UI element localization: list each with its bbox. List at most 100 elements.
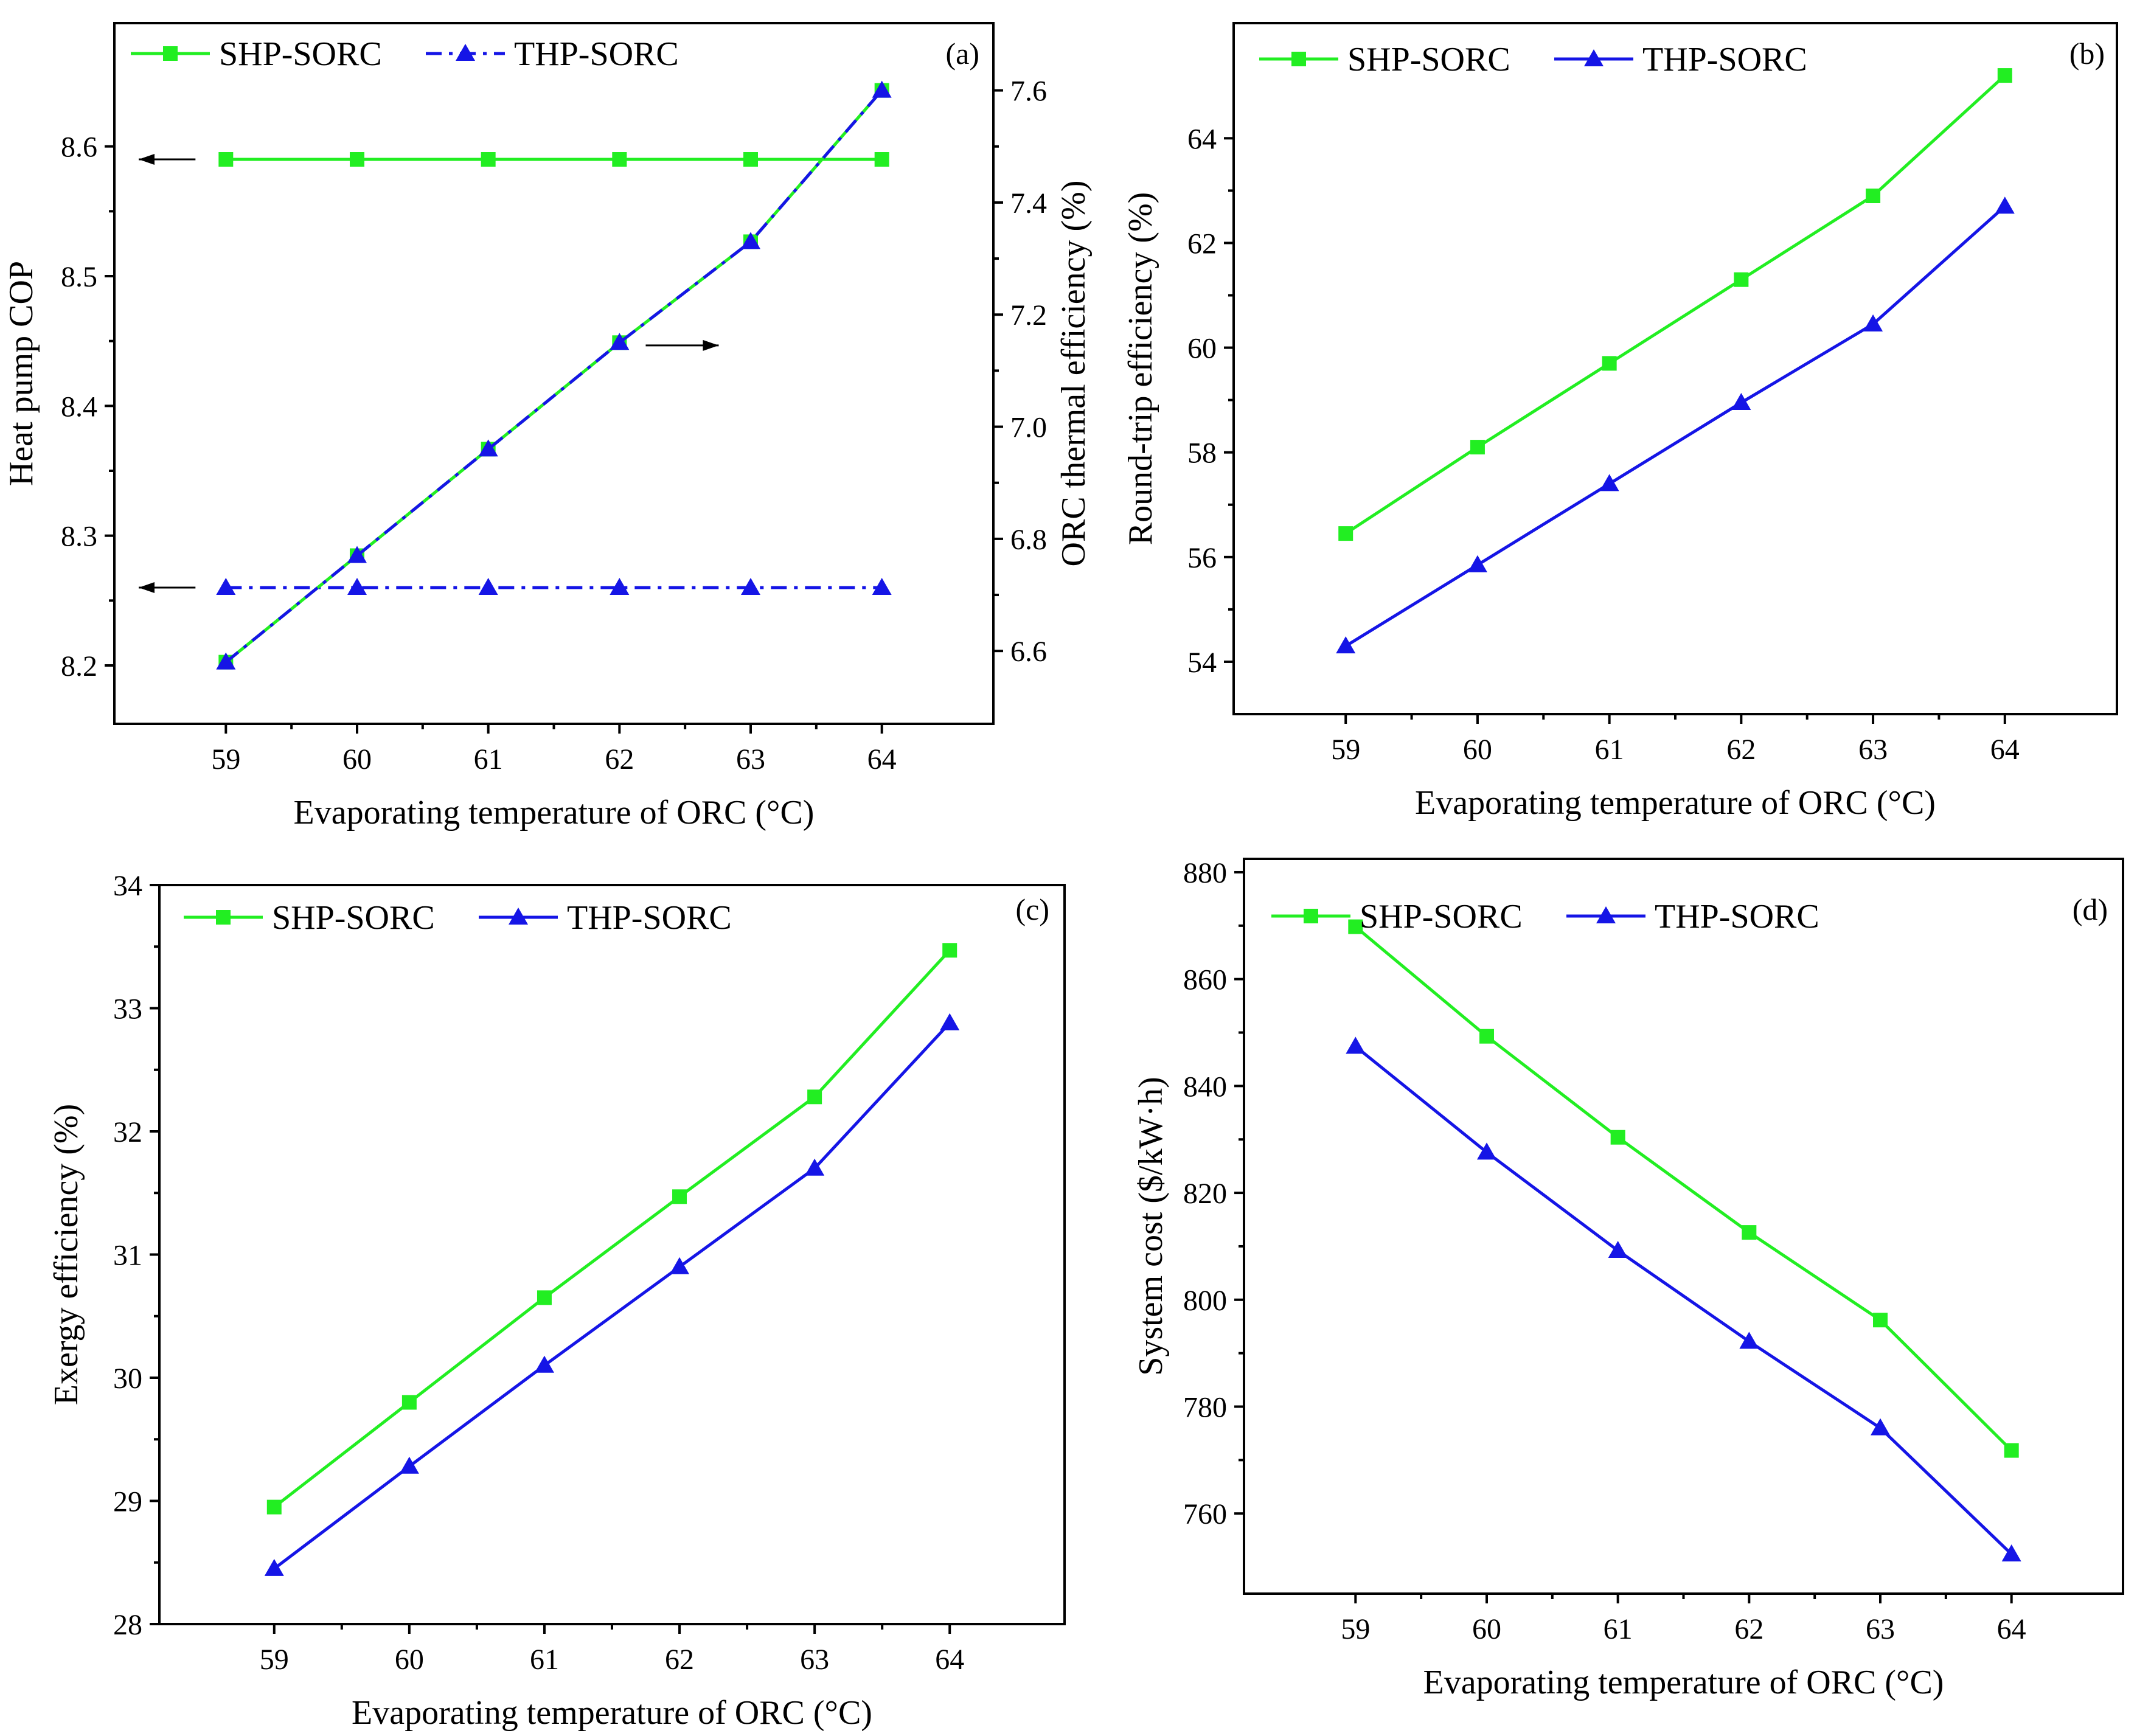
data-point-thp [2001,1544,2021,1561]
data-point-thp [216,578,236,595]
data-point-thp [1739,1332,1759,1349]
data-point-thp [1871,1418,1891,1436]
y-tick-label-d: 780 [1183,1392,1227,1424]
x-tick-label-c: 63 [800,1644,829,1676]
data-point-thp [1731,392,1751,410]
y-tick-label-a: 8.3 [61,521,97,553]
y-tick-label-d: 840 [1183,1071,1227,1103]
legend-label-thp: THP-SORC [567,899,732,937]
x-tick-label-b: 62 [1726,734,1756,766]
x-tick-label-b: 61 [1595,734,1624,766]
x-axis-label-c: Evaporating temperature of ORC (°C) [352,1694,872,1732]
series-thp-d-1 [1346,1036,2021,1561]
data-point-thp [805,1158,825,1176]
data-point-shp [1479,1029,1494,1044]
legend-label-shp: SHP-SORC [219,35,382,73]
panel-label-c: (c) [1016,892,1050,926]
data-point-thp [1599,474,1619,491]
y-axis-label-c: Exergy efficiency (%) [47,1104,85,1405]
series-shp-c-0 [266,943,957,1515]
y-right-tick-label-a: 7.4 [1010,187,1047,220]
data-point-thp [478,439,498,457]
series-line-shp [1354,925,2013,1452]
x-tick-label-d: 62 [1734,1613,1763,1645]
data-point-thp [940,1013,960,1030]
y-axis-label-a: Heat pump COP [2,261,40,486]
y-right-tick-label-a: 7.0 [1010,412,1047,444]
data-point-shp [266,1499,282,1515]
data-point-shp [1602,356,1617,371]
legend-label-thp: THP-SORC [1655,898,1819,936]
left-axis-arrow [139,582,196,593]
series-thp-c-1 [264,1013,960,1576]
data-point-shp [1873,1313,1888,1328]
right-axis-arrow-head [703,339,719,351]
y-tick-label-c: 28 [113,1609,142,1641]
series-line-thp [1354,1045,2013,1555]
x-axis-label-a: Evaporating temperature of ORC (°C) [294,794,815,832]
data-point-thp [1467,555,1487,572]
y-tick-label-d: 860 [1183,964,1227,996]
series-thp-b-1 [1336,196,2015,654]
legend-marker-thp [1584,49,1604,66]
right-axis-arrow [645,339,719,351]
legend-d: SHP-SORC THP-SORC [1271,898,1819,936]
y-tick-label-c: 34 [113,870,142,902]
legend-c: SHP-SORC THP-SORC [184,899,732,937]
series-shp-a-0 [218,152,889,167]
data-point-thp [264,1558,284,1576]
y-tick-label-d: 820 [1183,1178,1227,1210]
x-axis-label-b: Evaporating temperature of ORC (°C) [1415,784,1936,822]
legend-marker-thp [456,44,475,61]
legend-marker-shp [216,910,231,925]
series-line-shp [1344,74,2006,535]
data-point-shp [481,152,496,167]
data-point-shp [807,1089,822,1105]
y-right-tick-label-a: 7.2 [1010,299,1047,332]
x-tick-label-b: 64 [1990,734,2020,766]
x-tick-label-a: 64 [867,743,897,776]
x-tick-label-a: 61 [474,743,503,776]
legend-marker-shp [1291,52,1306,66]
x-tick-label-c: 59 [260,1644,289,1676]
y-axis-label-b: Round-trip efficiency (%) [1122,192,1159,546]
series-line-thp [273,1022,951,1570]
data-point-thp [610,333,630,350]
x-tick-label-b: 59 [1331,734,1360,766]
x-tick-label-d: 60 [1472,1613,1501,1645]
data-point-shp [1470,440,1485,455]
y-axis-label-right-a: ORC thermal efficiency (%) [1055,181,1093,567]
data-point-thp [1863,314,1883,332]
left-axis-arrow [139,154,196,165]
data-point-thp [1336,636,1356,654]
y-tick-label-c: 32 [113,1116,142,1148]
y-right-tick-label-a: 7.6 [1010,75,1047,108]
data-point-thp [872,578,892,595]
series-line-thp [224,89,883,664]
panel-c: 59 60 61 62 63 64 28 29 30 31 32 33 34 Evaporating te… [47,870,1066,1732]
data-point-thp [1476,1142,1496,1160]
x-tick-label-a: 63 [736,743,765,776]
y-tick-label-b: 54 [1187,647,1217,679]
legend-b: SHP-SORC THP-SORC [1259,41,1807,78]
data-point-thp [872,80,892,98]
y-tick-label-b: 58 [1187,437,1217,470]
y-right-tick-label-a: 6.8 [1010,524,1047,556]
data-point-thp [1346,1036,1366,1054]
data-point-thp [399,1456,419,1474]
y-tick-label-a: 8.2 [61,650,97,682]
y-axis-label-d: System cost ($/kW·h) [1132,1077,1170,1375]
x-tick-label-a: 62 [605,743,634,776]
data-point-shp [537,1290,552,1305]
y-tick-label-c: 30 [113,1363,142,1395]
y-tick-label-d: 800 [1183,1285,1227,1317]
legend-label-shp: SHP-SORC [1360,898,1523,936]
legend-marker-thp [1596,906,1616,923]
x-tick-label-b: 63 [1858,734,1888,766]
legend-label-thp: THP-SORC [514,35,679,73]
data-point-shp [401,1395,417,1410]
x-tick-label-c: 61 [530,1644,559,1676]
data-point-thp [534,1355,554,1373]
x-tick-label-a: 60 [342,743,372,776]
